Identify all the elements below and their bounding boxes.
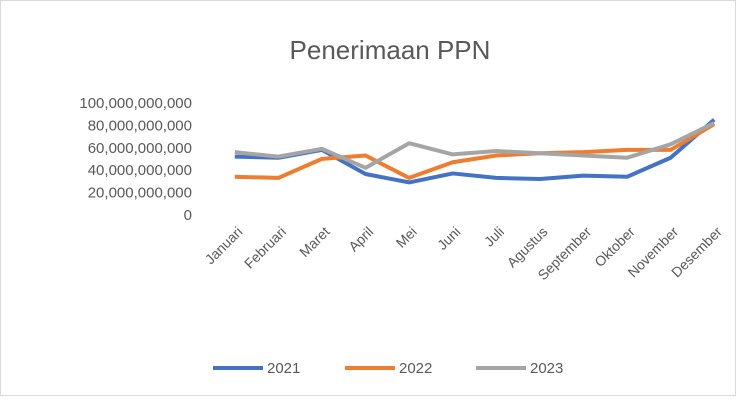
chart-frame bbox=[0, 0, 736, 396]
legend-label: 2022 bbox=[399, 360, 432, 377]
legend-label: 2023 bbox=[530, 360, 563, 377]
series-line bbox=[234, 122, 716, 180]
series-line bbox=[234, 121, 716, 170]
y-tick-label: 80,000,000,000 bbox=[88, 117, 192, 134]
chart-title: Penerimaan PPN bbox=[290, 35, 491, 65]
y-tick-label: 20,000,000,000 bbox=[88, 185, 192, 202]
y-tick-label: 0 bbox=[184, 207, 192, 224]
legend-label: 2021 bbox=[267, 360, 300, 377]
y-tick-label: 40,000,000,000 bbox=[88, 162, 192, 179]
y-tick-label: 100,000,000,000 bbox=[79, 95, 192, 112]
y-tick-label: 60,000,000,000 bbox=[88, 140, 192, 157]
